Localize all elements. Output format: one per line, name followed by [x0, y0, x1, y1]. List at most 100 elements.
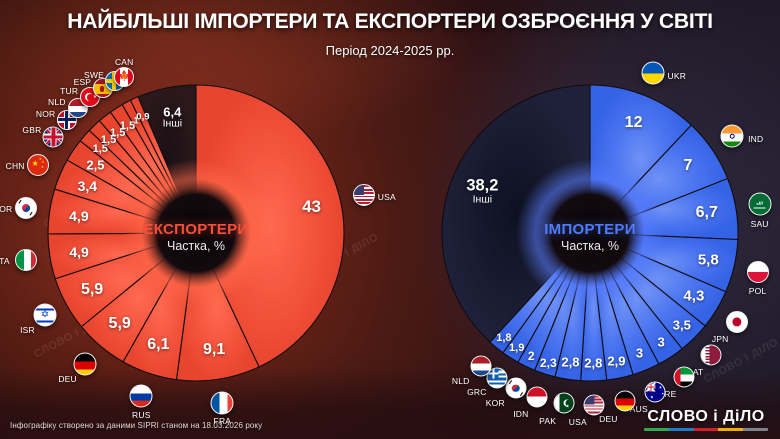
slice-value-usa: 2,8	[584, 355, 603, 371]
slice-value-tur: 1,5	[110, 126, 126, 139]
country-code-pak: PAK	[539, 415, 557, 426]
slice-other-label: 6,4 Інші	[163, 104, 182, 129]
slice-value-rus: 6,1	[147, 336, 170, 354]
country-code-nor: NOR	[35, 108, 56, 119]
flag-chip-aus[interactable]: ★ ★ ★	[644, 381, 666, 403]
country-code-pol: POL	[748, 285, 767, 296]
slice-other-label: 38,2 Інші	[466, 177, 498, 206]
slice-value-deu: 2,9	[607, 353, 626, 369]
flag-chip-pol[interactable]	[746, 260, 769, 283]
country-code-nld: NLD	[48, 96, 66, 107]
country-code-nld: NLD	[451, 375, 470, 386]
flag-chip-usa[interactable]	[352, 184, 375, 207]
flag-chip-deu[interactable]	[614, 390, 636, 412]
country-code-qat: QAT	[686, 366, 704, 377]
country-code-jpn: JPN	[711, 333, 729, 344]
slice-value-ukr: 12	[624, 113, 643, 131]
slice-value-gbr: 2,5	[86, 157, 105, 173]
flag-chip-fra[interactable]	[210, 391, 234, 415]
country-code-chn: CHN	[5, 160, 25, 171]
flag-chip-kor[interactable]	[505, 377, 527, 399]
country-code-aus: AUS	[629, 403, 648, 414]
slice-value-aus: 3	[635, 345, 644, 361]
flag-chip-sau[interactable]: الله	[748, 192, 772, 216]
brand-logo: СЛОВО і ДіЛО	[644, 407, 768, 431]
flag-chip-ind[interactable]	[720, 124, 744, 148]
page-subtitle: Період 2024-2025 рр.	[325, 43, 455, 58]
slice-value-ita: 4,9	[69, 243, 89, 260]
country-code-ind: IND	[748, 134, 764, 145]
slice-value-idn: 2,3	[539, 355, 557, 370]
flag-chip-kor[interactable]	[14, 196, 37, 219]
country-code-can: CAN	[114, 56, 134, 67]
country-code-usa: USA	[377, 192, 396, 203]
flag-chip-deu[interactable]	[73, 352, 97, 376]
country-code-ita: ITA	[0, 256, 10, 267]
country-code-usa: USA	[568, 417, 587, 428]
slice-other-value: 38,2	[466, 176, 499, 195]
background-bottom-fade	[0, 369, 780, 439]
flag-chip-jpn[interactable]	[726, 310, 749, 333]
country-code-sau: SAU	[750, 218, 769, 229]
flag-chip-ukr[interactable]	[641, 61, 665, 85]
slice-value-kor: 2	[527, 348, 535, 363]
chart-exporters: 43 USA 9,1 FRA 6,1 RUS 5,9 DEU 5,9 ✡ISR 4,9 I…	[0, 56, 396, 427]
country-code-deu: DEU	[599, 413, 618, 424]
flag-chip-pak[interactable]: ★	[553, 392, 575, 414]
slice-value-jpn: 4,3	[683, 287, 705, 305]
country-code-ukr: UKR	[667, 71, 687, 82]
slice-value-swe: 1	[133, 115, 139, 127]
slice-value-pol: 5,8	[697, 251, 719, 269]
slice-value-are: 3	[657, 334, 665, 350]
slice-value-kor: 4,9	[69, 207, 89, 224]
brand-logo-bar	[644, 427, 768, 431]
slice-value-nor: 1,5	[92, 143, 108, 156]
brand-logo-text: СЛОВО і ДіЛО	[647, 407, 765, 425]
country-code-rus: RUS	[132, 409, 151, 420]
slice-value-usa: 43	[302, 197, 322, 217]
slice-value-sau: 6,7	[695, 204, 718, 222]
slice-value-pak: 2,8	[561, 354, 580, 370]
slice-value-chn: 3,4	[77, 177, 98, 194]
country-code-fra: FRA	[213, 416, 232, 427]
flag-chip-nld[interactable]	[470, 355, 492, 377]
country-code-esp: ESP	[73, 77, 92, 88]
country-code-kor: KOR	[0, 203, 13, 214]
chart-importers: 12 UKR 7 IND 6,7 الله SAU 5,8 POL 4,3 JPN 3,5…	[390, 0, 780, 439]
slice-value-esp: 1,5	[119, 119, 136, 132]
slice-value-ind: 7	[683, 157, 693, 175]
flag-chip-are[interactable]	[673, 366, 695, 388]
slice-value-fra: 9,1	[203, 340, 226, 358]
flag-chip-grc[interactable]	[486, 367, 508, 389]
slice-value-deu: 5,9	[108, 314, 131, 332]
flag-chip-idn[interactable]	[526, 386, 548, 408]
flag-chip-gbr[interactable]	[42, 126, 64, 148]
flag-chip-usa[interactable]	[583, 394, 605, 416]
flag-chip-qat[interactable]	[700, 344, 722, 366]
country-code-isr: ISR	[20, 324, 35, 335]
flag-chip-chn[interactable]: ★ ★ ★ ★	[27, 153, 50, 176]
slice-value-qat: 3,5	[672, 317, 691, 333]
slice-value-isr: 5,9	[80, 280, 104, 298]
flag-chip-rus[interactable]	[129, 384, 153, 408]
slice-value-nld: 1,5	[100, 134, 117, 147]
country-code-idn: IDN	[513, 409, 529, 420]
flag-chip-ita[interactable]	[15, 249, 38, 272]
slice-value-nld: 1,8	[496, 332, 512, 345]
country-code-gbr: GBR	[22, 125, 42, 136]
slice-other-value: 6,4	[163, 104, 182, 120]
slice-other-caption: Інші	[162, 117, 183, 130]
source-note: Інфографіку створено за даними SIPRI ста…	[10, 421, 263, 430]
country-code-kor: KOR	[485, 397, 505, 408]
slice-value-can: 0,9	[136, 111, 150, 123]
flag-chip-can[interactable]: 🍁	[114, 66, 135, 87]
page-title: НАЙБІЛЬШІ ІМПОРТЕРИ ТА ЕКСПОРТЕРИ ОЗБРОЄ…	[67, 9, 713, 33]
flag-chip-isr[interactable]: ✡	[33, 303, 57, 327]
country-code-grc: GRC	[467, 387, 487, 398]
slice-other-caption: Інші	[472, 193, 493, 206]
country-code-deu: DEU	[58, 373, 77, 384]
slice-value-grc: 1,9	[509, 341, 525, 354]
country-code-swe: SWE	[84, 70, 105, 81]
country-code-are: ARE	[658, 388, 677, 399]
